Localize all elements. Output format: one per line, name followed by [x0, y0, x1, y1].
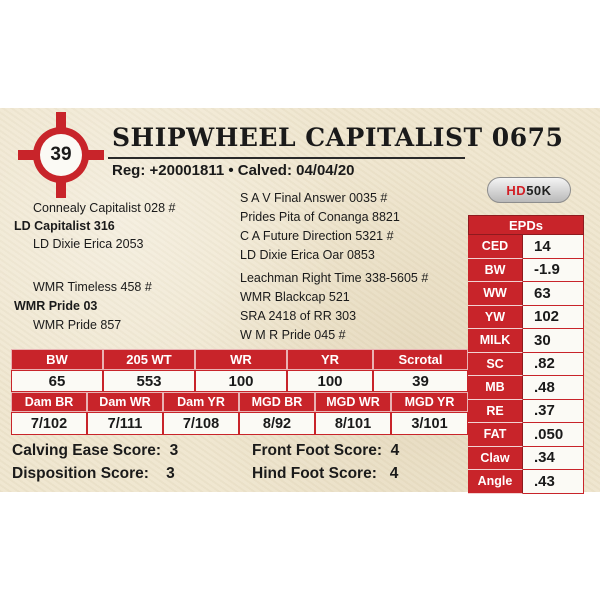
- perf-header: WR: [195, 349, 287, 370]
- pedigree-dss: Leachman Right Time 338-5605 #: [240, 271, 429, 285]
- epd-table: EPDs CED 14 BW -1.9 WW 63 YW 102 MILK 30 SC .8…: [468, 215, 584, 494]
- lot-badge: 39: [18, 112, 104, 198]
- crosshair-icon: [18, 112, 104, 198]
- ratio-header-row: Dam BR Dam WR Dam YR MGD BR MGD WR MGD Y…: [11, 392, 468, 412]
- pedigree-dds: SRA 2418 of RR 303: [240, 309, 357, 323]
- hind-foot-score: Hind Foot Score: 4: [252, 465, 399, 482]
- perf-header: BW: [11, 349, 103, 370]
- pedigree-sds: C A Future Direction 5321 #: [240, 229, 394, 243]
- ratio-value: 7/111: [87, 412, 163, 435]
- lot-number: 39: [50, 144, 72, 165]
- epd-row: Angle .43: [468, 470, 584, 494]
- pedigree-ddd: W M R Pride 045 #: [240, 328, 346, 342]
- ratio-value-row: 7/102 7/111 7/108 8/92 8/101 3/101: [11, 412, 468, 435]
- epd-row: SC .82: [468, 352, 584, 376]
- pedigree-dam-dam: WMR Pride 857: [33, 318, 122, 332]
- perf-value: 65: [11, 370, 103, 392]
- pedigree-sss: S A V Final Answer 0035 #: [240, 191, 388, 205]
- epd-row: MB .48: [468, 376, 584, 400]
- ratio-value: 3/101: [391, 412, 468, 435]
- pedigree-sdd: LD Dixie Erica Oar 0853: [240, 248, 375, 262]
- epd-row: CED 14: [468, 235, 584, 259]
- ratio-value: 8/101: [315, 412, 391, 435]
- perf-header: YR: [287, 349, 373, 370]
- title-divider: [108, 157, 465, 159]
- pedigree-sire: LD Capitalist 316: [14, 219, 115, 233]
- epd-row: FAT .050: [468, 423, 584, 447]
- front-foot-score: Front Foot Score: 4: [252, 442, 400, 459]
- perf-value: 39: [373, 370, 468, 392]
- perf-header: 205 WT: [103, 349, 195, 370]
- perf-value: 100: [287, 370, 373, 392]
- perf-header: Scrotal: [373, 349, 468, 370]
- ratio-value: 7/108: [163, 412, 239, 435]
- epd-row: BW -1.9: [468, 258, 584, 282]
- pedigree-dam-sire: WMR Timeless 458 #: [33, 280, 152, 294]
- ratio-header: MGD BR: [239, 392, 315, 412]
- pedigree-ssd: Prides Pita of Conanga 8821: [240, 210, 400, 224]
- perf-value: 100: [195, 370, 287, 392]
- performance-value-row: 65 553 100 100 39: [11, 370, 468, 392]
- ratio-value: 7/102: [11, 412, 87, 435]
- pedigree-sire-sire: Connealy Capitalist 028 #: [33, 201, 176, 215]
- ratio-header: MGD WR: [315, 392, 391, 412]
- ratio-value: 8/92: [239, 412, 315, 435]
- ratio-header: Dam BR: [11, 392, 87, 412]
- pedigree-dam: WMR Pride 03: [14, 299, 98, 313]
- ratio-header: Dam WR: [87, 392, 163, 412]
- ratio-header: MGD YR: [391, 392, 468, 412]
- calving-ease-score: Calving Ease Score: 3: [12, 442, 179, 459]
- epd-title: EPDs: [468, 215, 584, 235]
- ratio-header: Dam YR: [163, 392, 239, 412]
- epd-row: Claw .34: [468, 446, 584, 470]
- epd-row: RE .37: [468, 399, 584, 423]
- hd50k-logo: HD 50K: [487, 177, 571, 203]
- disposition-score: Disposition Score: 3: [12, 465, 175, 482]
- epd-row: YW 102: [468, 305, 584, 329]
- pedigree-sire-dam: LD Dixie Erica 2053: [33, 237, 144, 251]
- performance-header-row: BW 205 WT WR YR Scrotal: [11, 349, 468, 370]
- perf-value: 553: [103, 370, 195, 392]
- pedigree-dsd: WMR Blackcap 521: [240, 290, 350, 304]
- registration-line: Reg: +20001811 • Calved: 04/04/20: [112, 162, 355, 179]
- epd-row: WW 63: [468, 282, 584, 306]
- epd-row: MILK 30: [468, 329, 584, 353]
- animal-name: SHIPWHEEL CAPITALIST 0675: [112, 123, 564, 152]
